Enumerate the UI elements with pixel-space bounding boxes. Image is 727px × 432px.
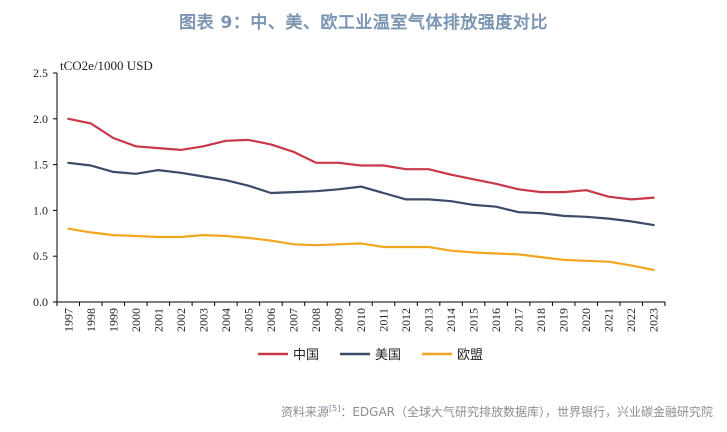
x-tick-label: 2005 — [241, 308, 255, 332]
x-tick-label: 2023 — [647, 308, 661, 332]
x-tick-label: 2003 — [196, 308, 210, 332]
figure-title: 图表 9：中、美、欧工业温室气体排放强度对比 — [179, 13, 548, 33]
x-tick-label: 2016 — [489, 308, 503, 332]
x-tick-label: 2018 — [534, 308, 548, 332]
x-tick-label: 2004 — [219, 308, 233, 332]
y-tick-label: 0.0 — [33, 295, 48, 309]
x-tick-label: 2014 — [444, 308, 458, 332]
source-reference: [5] — [328, 404, 341, 413]
x-tick-label: 2010 — [354, 308, 368, 332]
series-line — [67, 117, 655, 201]
legend-label: 美国 — [375, 348, 401, 363]
y-unit-label: tCO2e/1000 USD — [60, 58, 153, 73]
series-line — [67, 227, 655, 271]
x-tick-label: 2013 — [422, 308, 436, 332]
x-tick-label: 1998 — [84, 308, 98, 332]
source-note: 资料来源[5]：EDGAR（全球大气研究排放数据库），世界银行，兴业碳金融研究院 — [281, 403, 713, 420]
x-tick-label: 2006 — [264, 308, 278, 332]
x-tick-label: 1999 — [106, 308, 120, 332]
y-tick-label: 2.0 — [33, 112, 48, 126]
y-tick-label: 1.0 — [33, 203, 48, 217]
legend-label: 欧盟 — [457, 348, 483, 363]
x-tick-label: 2021 — [602, 308, 616, 332]
x-tick-label: 2015 — [467, 308, 481, 332]
y-tick-label: 0.5 — [33, 249, 48, 263]
y-tick-label: 2.5 — [33, 66, 48, 80]
legend-label: 中国 — [293, 348, 319, 363]
x-tick-label: 2011 — [377, 308, 391, 332]
x-tick-label: 2009 — [331, 308, 345, 332]
source-prefix: 资料来源 — [280, 405, 329, 419]
x-tick-label: 1997 — [61, 308, 75, 332]
y-ticks: 0.0 0.5 1.0 1.5 2.0 2.5 — [33, 66, 57, 309]
y-tick-label: 1.5 — [33, 158, 48, 172]
source-text: ：EDGAR（全球大气研究排放数据库），世界银行，兴业碳金融研究院 — [340, 405, 713, 419]
x-tick-label: 2022 — [624, 308, 638, 332]
x-tick-label: 2000 — [129, 308, 143, 332]
x-tick-label: 2007 — [286, 308, 300, 332]
x-tick-label: 2002 — [174, 308, 188, 332]
x-tick-label: 2019 — [557, 308, 571, 332]
x-tick-label: 2001 — [151, 308, 165, 332]
x-tick-label: 2012 — [399, 308, 413, 332]
series-line — [67, 161, 655, 227]
x-tick-label: 2020 — [579, 308, 593, 332]
legend: 中国 美国 欧盟 — [258, 348, 483, 363]
x-ticks: 1997 1998 1999 2000 2001 2002 2003 2004 2005 2006… — [56, 302, 666, 332]
x-tick-label: 2008 — [309, 308, 323, 332]
x-tick-label: 2017 — [512, 308, 526, 332]
series-lines — [67, 117, 655, 271]
